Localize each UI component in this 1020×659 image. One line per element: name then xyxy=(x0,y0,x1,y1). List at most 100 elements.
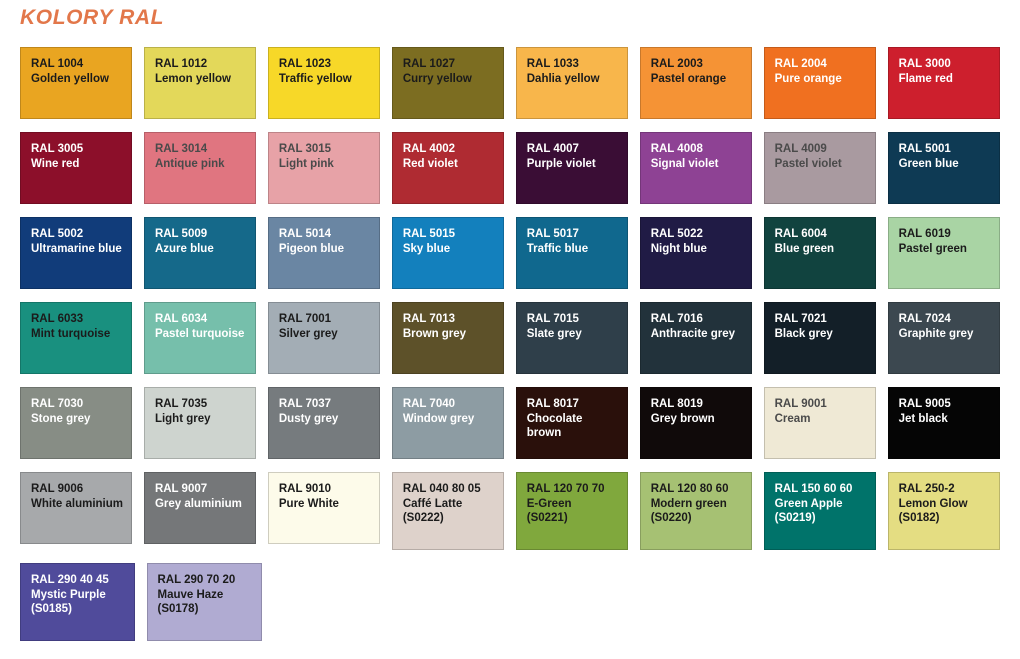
swatch-row: RAL 290 40 45 Mystic Purple (S0185) RAL 290… xyxy=(20,563,1000,641)
swatch-code: RAL 5017 xyxy=(526,228,579,240)
color-swatch[interactable]: RAL 2004 Pure orange xyxy=(763,47,877,119)
swatch-code: RAL 120 70 70 xyxy=(526,483,605,495)
color-swatch[interactable]: RAL 3005 Wine red xyxy=(20,132,133,204)
swatch-code: RAL 5014 xyxy=(278,228,332,240)
color-swatch[interactable]: RAL 7021 Black grey xyxy=(763,302,877,374)
swatch-row: RAL 7030 Stone grey RAL 7035 Light grey RAL … xyxy=(20,387,1000,459)
color-swatch[interactable]: RAL 290 70 20 Mauve Haze (S0178) xyxy=(146,563,262,641)
color-swatch[interactable]: RAL 1033 Dahlia yellow xyxy=(515,47,629,119)
color-swatch[interactable]: RAL 120 80 60 Modern green (S0220) xyxy=(639,472,753,550)
color-swatch[interactable]: RAL 040 80 05 Caffé Latte (S0222) xyxy=(391,472,505,550)
swatch-code: RAL 6019 xyxy=(898,228,951,240)
color-swatch[interactable]: RAL 7016 Anthracite grey xyxy=(639,302,753,374)
color-swatch[interactable]: RAL 290 40 45 Mystic Purple (S0185) xyxy=(20,563,135,641)
swatch-code: RAL 4007 xyxy=(526,143,579,155)
swatch-code: RAL 9007 xyxy=(154,483,208,495)
swatch-name: Pastel orange xyxy=(650,72,727,85)
color-swatch[interactable]: RAL 1023 Traffic yellow xyxy=(267,47,381,119)
swatch-alt-code: (S0222) xyxy=(402,512,444,525)
color-swatch[interactable]: RAL 8017 Chocolate brown xyxy=(515,387,629,459)
color-swatch[interactable]: RAL 5001 Green blue xyxy=(887,132,1000,204)
color-swatch[interactable]: RAL 4008 Signal violet xyxy=(639,132,753,204)
color-swatch[interactable]: RAL 3014 Antique pink xyxy=(143,132,257,204)
color-swatch[interactable]: RAL 6004 Blue green xyxy=(763,217,877,289)
swatch-code: RAL 7040 xyxy=(402,398,456,410)
color-swatch[interactable]: RAL 9006 White aluminium xyxy=(20,472,133,544)
swatch-code: RAL 7021 xyxy=(774,313,827,325)
swatch-code: RAL 4002 xyxy=(402,143,456,155)
color-swatch[interactable]: RAL 250-2 Lemon Glow (S0182) xyxy=(887,472,1000,550)
color-swatch[interactable]: RAL 7030 Stone grey xyxy=(20,387,133,459)
color-swatch[interactable]: RAL 9005 Jet black xyxy=(887,387,1000,459)
color-swatch[interactable]: RAL 7015 Slate grey xyxy=(515,302,629,374)
page-title: KOLORY RAL xyxy=(20,6,165,29)
color-swatch[interactable]: RAL 1027 Curry yellow xyxy=(391,47,505,119)
color-swatch[interactable]: RAL 9001 Cream xyxy=(763,387,877,459)
swatch-row: RAL 6033 Mint turquoise RAL 6034 Pastel tur… xyxy=(20,302,1000,374)
swatch-code: RAL 2004 xyxy=(774,58,827,70)
color-swatch[interactable]: RAL 9010 Pure White xyxy=(267,472,381,544)
color-swatch[interactable]: RAL 150 60 60 Green Apple (S0219) xyxy=(763,472,877,550)
swatch-name: Golden yellow xyxy=(31,72,109,85)
swatch-name: E-Green xyxy=(526,497,572,510)
swatch-name: Silver grey xyxy=(278,327,338,340)
color-swatch[interactable]: RAL 5014 Pigeon blue xyxy=(267,217,381,289)
color-swatch[interactable]: RAL 7013 Brown grey xyxy=(391,302,505,374)
color-swatch[interactable]: RAL 5015 Sky blue xyxy=(391,217,505,289)
swatch-name: Window grey xyxy=(402,412,475,425)
swatch-name: Curry yellow xyxy=(402,72,472,85)
swatch-code: RAL 9005 xyxy=(898,398,951,410)
swatch-name: Pure orange xyxy=(774,72,842,85)
swatch-code: RAL 120 80 60 xyxy=(650,483,729,495)
swatch-code: RAL 9006 xyxy=(31,483,84,495)
swatch-name: Jet black xyxy=(898,412,948,425)
color-swatch[interactable]: RAL 6034 Pastel turquoise xyxy=(143,302,257,374)
swatch-code: RAL 6034 xyxy=(154,313,208,325)
swatch-name: Dahlia yellow xyxy=(526,72,600,85)
color-swatch[interactable]: RAL 8019 Grey brown xyxy=(639,387,753,459)
color-swatch[interactable]: RAL 6033 Mint turquoise xyxy=(20,302,133,374)
swatch-name: Sky blue xyxy=(402,242,451,255)
swatch-alt-code: (S0182) xyxy=(898,512,940,525)
swatch-name: Pastel turquoise xyxy=(154,327,245,340)
swatch-name: Chocolate brown xyxy=(526,412,583,440)
color-swatch[interactable]: RAL 9007 Grey aluminium xyxy=(143,472,257,544)
swatch-code: RAL 290 40 45 xyxy=(31,574,109,586)
color-swatch[interactable]: RAL 2003 Pastel orange xyxy=(639,47,753,119)
swatch-code: RAL 7037 xyxy=(278,398,332,410)
swatch-code: RAL 1033 xyxy=(526,58,579,70)
color-swatch[interactable]: RAL 5009 Azure blue xyxy=(143,217,257,289)
swatch-name: Traffic blue xyxy=(526,242,589,255)
color-swatch[interactable]: RAL 5022 Night blue xyxy=(639,217,753,289)
swatch-code: RAL 6004 xyxy=(774,228,827,240)
color-swatch[interactable]: RAL 5002 Ultramarine blue xyxy=(20,217,133,289)
swatch-name: Dusty grey xyxy=(278,412,339,425)
color-swatch[interactable]: RAL 120 70 70 E-Green (S0221) xyxy=(515,472,629,550)
swatch-alt-code: (S0221) xyxy=(526,512,568,525)
color-swatch[interactable]: RAL 1004 Golden yellow xyxy=(20,47,133,119)
swatch-name: Purple violet xyxy=(526,157,596,170)
swatch-name: Pastel violet xyxy=(774,157,842,170)
swatch-code: RAL 1004 xyxy=(31,58,84,70)
color-swatch[interactable]: RAL 3000 Flame red xyxy=(887,47,1000,119)
swatch-code: RAL 3000 xyxy=(898,58,951,70)
color-swatch[interactable]: RAL 7037 Dusty grey xyxy=(267,387,381,459)
color-swatch[interactable]: RAL 6019 Pastel green xyxy=(887,217,1000,289)
swatch-name: Wine red xyxy=(31,157,80,170)
swatch-name: Pastel green xyxy=(898,242,967,255)
color-swatch[interactable]: RAL 4009 Pastel violet xyxy=(763,132,877,204)
swatch-name: Graphite grey xyxy=(898,327,974,340)
swatch-code: RAL 3015 xyxy=(278,143,332,155)
swatch-name: Green blue xyxy=(898,157,959,170)
color-swatch[interactable]: RAL 3015 Light pink xyxy=(267,132,381,204)
swatch-name: Ultramarine blue xyxy=(31,242,122,255)
color-swatch[interactable]: RAL 1012 Lemon yellow xyxy=(143,47,257,119)
color-swatch[interactable]: RAL 5017 Traffic blue xyxy=(515,217,629,289)
color-swatch[interactable]: RAL 7035 Light grey xyxy=(143,387,257,459)
color-swatch[interactable]: RAL 7040 Window grey xyxy=(391,387,505,459)
color-swatch[interactable]: RAL 4007 Purple violet xyxy=(515,132,629,204)
color-swatch[interactable]: RAL 7024 Graphite grey xyxy=(887,302,1000,374)
swatch-code: RAL 8017 xyxy=(526,398,579,410)
color-swatch[interactable]: RAL 7001 Silver grey xyxy=(267,302,381,374)
color-swatch[interactable]: RAL 4002 Red violet xyxy=(391,132,505,204)
